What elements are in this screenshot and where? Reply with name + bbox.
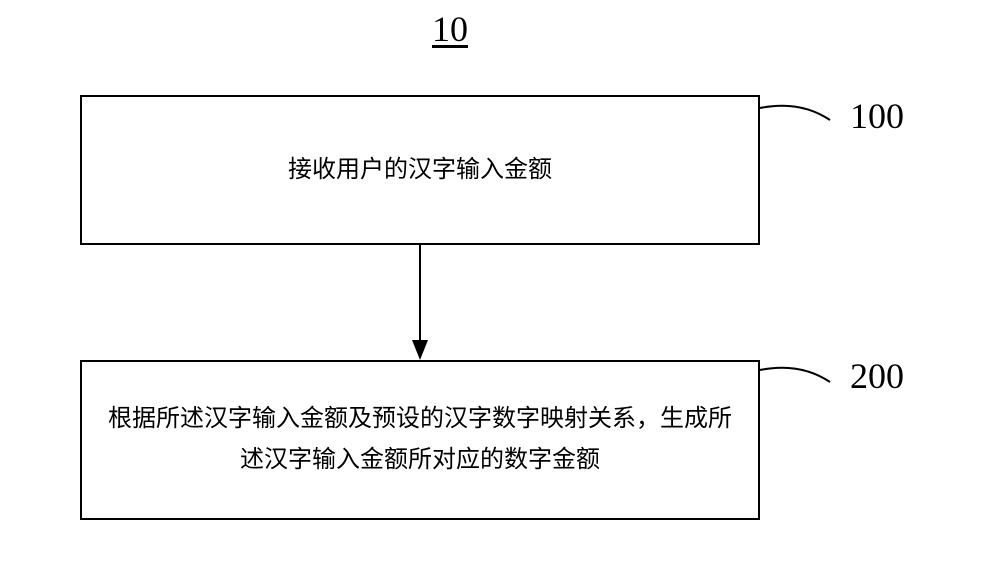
callout-curves xyxy=(760,106,830,382)
flow-node-step100-label: 100 xyxy=(850,95,904,137)
figure-title: 10 xyxy=(432,8,468,50)
flow-node-step100-text: 接收用户的汉字输入金额 xyxy=(288,150,552,191)
flow-node-step100: 接收用户的汉字输入金额 xyxy=(80,95,760,245)
edge-arrow xyxy=(412,245,428,360)
flow-node-step200-label: 200 xyxy=(850,355,904,397)
flowchart-canvas: 10 接收用户的汉字输入金额 100 根据所述汉字输入金额及预设的汉字数字映射关… xyxy=(0,0,1000,572)
flow-node-step200: 根据所述汉字输入金额及预设的汉字数字映射关系，生成所述汉字输入金额所对应的数字金… xyxy=(80,360,760,520)
flow-node-step200-text: 根据所述汉字输入金额及预设的汉字数字映射关系，生成所述汉字输入金额所对应的数字金… xyxy=(102,399,738,481)
